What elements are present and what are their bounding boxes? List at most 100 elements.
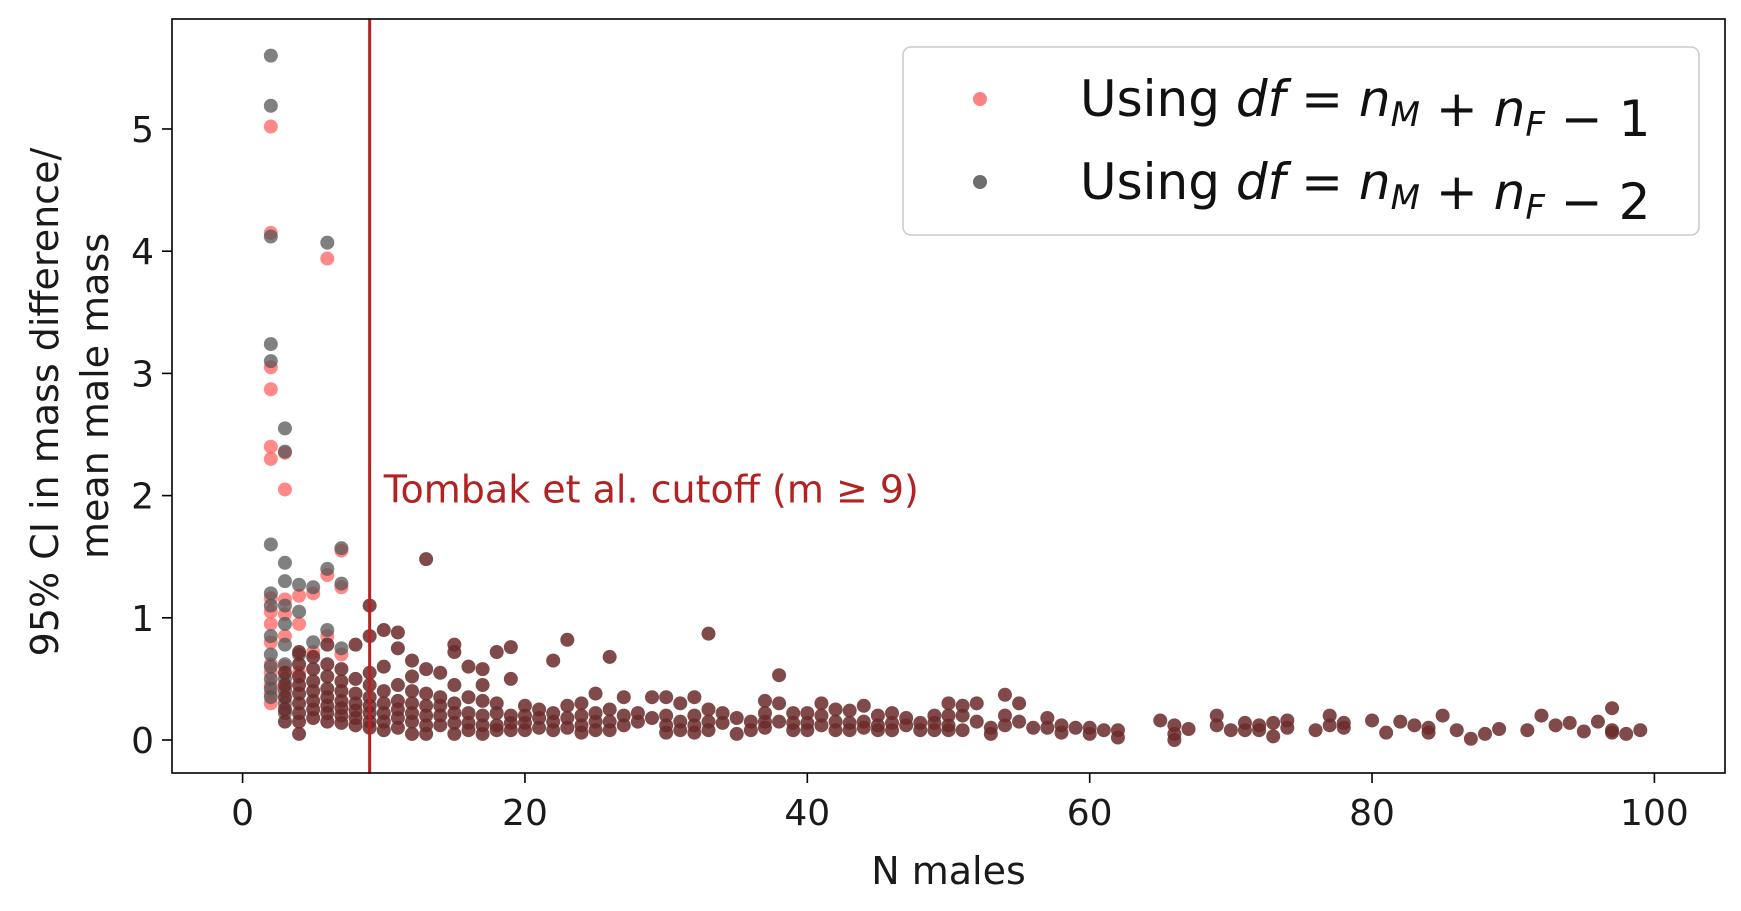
x-tick-label: 0	[231, 793, 254, 834]
legend-box	[902, 46, 1700, 236]
point-overlap	[701, 723, 716, 738]
point-overlap	[320, 657, 335, 672]
point-overlap	[983, 726, 998, 741]
point-overlap	[1068, 720, 1083, 735]
point-overlap	[1576, 724, 1591, 739]
point-overlap	[913, 723, 928, 738]
legend-label-1: Using df = nM + nF − 1	[1080, 70, 1650, 148]
point-df1	[263, 439, 278, 454]
point-overlap	[447, 715, 462, 730]
point-overlap	[405, 669, 420, 684]
point-overlap	[390, 720, 405, 735]
point-overlap	[1266, 729, 1281, 744]
point-overlap	[955, 698, 970, 713]
point-overlap	[1365, 713, 1380, 728]
point-overlap	[757, 693, 772, 708]
point-df2	[277, 574, 292, 589]
point-overlap	[588, 686, 603, 701]
point-overlap	[1209, 718, 1224, 733]
point-overlap	[348, 671, 363, 686]
point-overlap	[1153, 713, 1168, 728]
point-overlap	[334, 662, 349, 677]
x-tick-label: 60	[1067, 793, 1113, 834]
point-overlap	[602, 649, 617, 664]
point-overlap	[306, 674, 321, 689]
point-overlap	[1322, 718, 1337, 733]
point-df2	[306, 580, 321, 595]
point-overlap	[433, 665, 448, 680]
point-overlap	[1252, 723, 1267, 738]
point-overlap	[969, 696, 984, 711]
point-overlap	[1082, 726, 1097, 741]
point-overlap	[997, 708, 1012, 723]
point-overlap	[405, 696, 420, 711]
point-overlap	[701, 626, 716, 641]
point-overlap	[503, 671, 518, 686]
point-overlap	[390, 678, 405, 693]
point-overlap	[645, 690, 660, 705]
point-overlap	[941, 708, 956, 723]
x-axis-title: N males	[871, 849, 1026, 893]
point-overlap	[376, 696, 391, 711]
point-overlap	[405, 714, 420, 729]
point-df1	[292, 616, 307, 631]
point-overlap	[419, 662, 434, 677]
point-overlap	[1040, 711, 1055, 726]
point-df2	[277, 637, 292, 652]
point-overlap	[729, 711, 744, 726]
point-overlap	[1421, 725, 1436, 740]
point-overlap	[334, 674, 349, 689]
point-overlap	[1633, 723, 1648, 738]
point-overlap	[560, 720, 575, 735]
y-tick-label: 0	[131, 721, 154, 762]
point-overlap	[546, 723, 561, 738]
points-layer	[263, 48, 1648, 748]
point-overlap	[1012, 714, 1027, 729]
point-overlap	[997, 718, 1012, 733]
point-overlap	[334, 684, 349, 699]
point-df2	[320, 561, 335, 576]
point-overlap	[927, 723, 942, 738]
y-axis-title-line-1: 95% CI in mass difference/	[23, 148, 67, 657]
plot-frame	[171, 18, 1726, 774]
point-df1	[263, 451, 278, 466]
point-overlap	[419, 698, 434, 713]
point-overlap	[870, 723, 885, 738]
point-overlap	[447, 726, 462, 741]
y-tick-label: 4	[131, 232, 154, 273]
point-overlap	[1308, 723, 1323, 738]
point-overlap	[334, 693, 349, 708]
point-overlap	[348, 637, 363, 652]
point-overlap	[489, 645, 504, 660]
point-overlap	[1477, 726, 1492, 741]
x-tick-label: 100	[1620, 793, 1689, 834]
point-overlap	[814, 696, 829, 711]
point-overlap	[870, 708, 885, 723]
point-df2	[263, 629, 278, 644]
point-overlap	[673, 696, 688, 711]
point-overlap	[1209, 708, 1224, 723]
point-overlap	[602, 723, 617, 738]
point-df2	[277, 421, 292, 436]
point-overlap	[1562, 715, 1577, 730]
point-overlap	[292, 645, 307, 660]
point-overlap	[828, 723, 843, 738]
point-overlap	[659, 725, 674, 740]
point-df2	[263, 354, 278, 369]
point-overlap	[1619, 726, 1634, 741]
point-overlap	[997, 687, 1012, 702]
point-overlap	[814, 708, 829, 723]
point-df2	[320, 623, 335, 638]
point-overlap	[842, 703, 857, 718]
point-overlap	[517, 723, 532, 738]
point-overlap	[616, 708, 631, 723]
point-overlap	[1237, 723, 1252, 738]
point-df2	[263, 586, 278, 601]
point-overlap	[292, 696, 307, 711]
point-overlap	[1379, 725, 1394, 740]
point-overlap	[447, 706, 462, 721]
point-overlap	[376, 684, 391, 699]
point-overlap	[376, 623, 391, 638]
